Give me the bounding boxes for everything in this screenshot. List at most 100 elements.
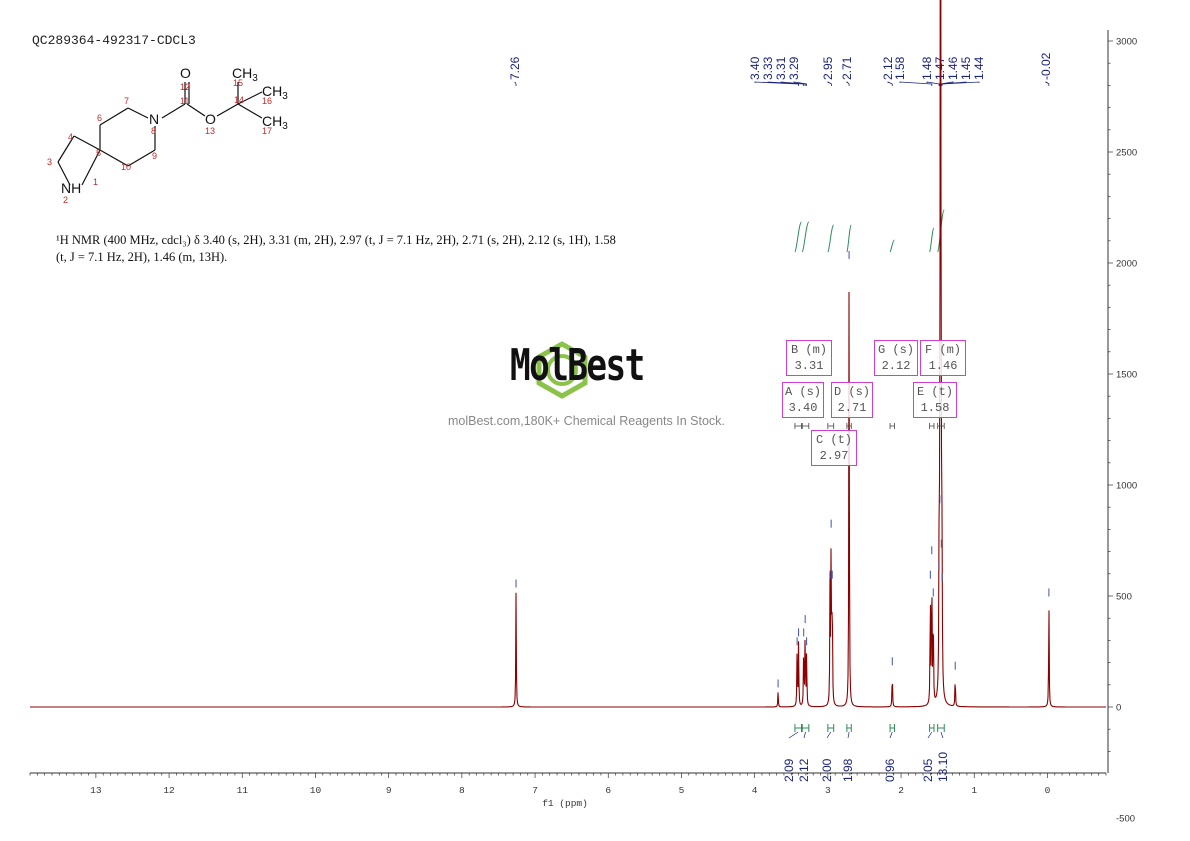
chemical-structure: O N O CH3 CH3 CH3 NH 12 11 8 7 6 4 3 5 1… (47, 65, 288, 205)
multiplet-box-g: G (s) 2.12 (874, 340, 918, 376)
y-tick-label: 1000 (1116, 481, 1137, 492)
x-tick-label: 9 (386, 785, 392, 796)
chart-frame (30, 30, 1109, 774)
integral-value: 2.09 (782, 758, 796, 782)
peak-labels: 7.26 3.40 3.33 3.31 3.29 2.95 2.71 2.121.58 1.48… (508, 52, 1053, 86)
x-tick-label: 12 (163, 785, 175, 796)
peak-label: 1.45 (959, 56, 973, 80)
y-axis: 6000550050004500400035003000250020001500… (1108, 37, 1137, 825)
integral-value: 2.05 (921, 758, 935, 782)
peak-leader (846, 81, 850, 86)
x-tick-label: 7 (532, 785, 538, 796)
integral-leader (803, 731, 806, 739)
svg-text:3: 3 (47, 157, 52, 167)
x-tick-label: 11 (237, 785, 249, 796)
peak-label: 1.48 (920, 56, 934, 80)
svg-text:4: 4 (68, 132, 73, 142)
integral-leader (889, 731, 893, 739)
multiplet-box-e: E (t) 1.58 (913, 382, 957, 418)
svg-text:7: 7 (124, 96, 129, 106)
x-tick-label: 13 (90, 785, 102, 796)
x-axis-label: f1 (ppm) (542, 798, 588, 809)
peak-label: 7.26 (508, 56, 522, 80)
y-tick-label: 2500 (1116, 148, 1137, 159)
x-tick-label: 8 (459, 785, 465, 796)
svg-text:1: 1 (93, 177, 98, 187)
y-tick-label: -500 (1116, 814, 1135, 825)
atom-ch3-17: CH3 (262, 113, 288, 132)
multiplet-box-a: A (s) 3.40 (782, 382, 824, 418)
peak-label: 2.12 (881, 56, 895, 80)
integral-curve (794, 221, 802, 253)
spectrum-trace (30, 0, 1106, 708)
peak-leader (514, 81, 517, 86)
integral-values: 2.09 2.12 2.00 1.98 0.96 2.05 13.10 (782, 423, 950, 782)
integral-curve (846, 224, 852, 253)
svg-text:12: 12 (180, 82, 190, 92)
peak-label: 1.58 (893, 56, 907, 80)
peak-label: 1.44 (972, 56, 986, 80)
integral-curve (827, 224, 835, 253)
atom-n: N (149, 111, 159, 127)
peak-leader (926, 81, 940, 86)
integral-value: 13.10 (936, 752, 950, 782)
integral-curve (929, 227, 935, 253)
sample-id: QC289364-492317-CDCL3 (32, 33, 196, 48)
svg-text:2: 2 (63, 195, 68, 205)
integral-value: 0.96 (883, 758, 897, 782)
integral-leader (940, 731, 944, 739)
integral-leader (788, 731, 799, 739)
peak-label: -0.02 (1039, 52, 1053, 80)
integral-curve (801, 221, 810, 253)
y-tick-label: 500 (1116, 592, 1132, 603)
integral-leader (826, 731, 832, 739)
integral-leader (847, 731, 850, 739)
peak-label: 3.31 (774, 56, 788, 80)
integral-value: 2.12 (797, 758, 811, 782)
svg-text:15: 15 (233, 78, 243, 88)
atom-ch3-15: CH3 (232, 65, 258, 84)
peak-leader (780, 81, 806, 86)
x-axis: 13 12 11 10 9 8 7 6 5 4 3 2 1 0f1 (ppm) (29, 773, 1107, 809)
svg-text:8: 8 (151, 126, 156, 136)
atom-o-carbonyl: O (180, 65, 191, 81)
integral-value: 1.98 (841, 758, 855, 782)
x-tick-label: 3 (825, 785, 831, 796)
peak-leader (899, 81, 933, 86)
svg-text:13: 13 (205, 126, 215, 136)
atom-ch3-16: CH3 (262, 83, 288, 102)
svg-text:11: 11 (180, 96, 189, 106)
molbest-logo-icon (536, 341, 588, 399)
x-tick-label: 2 (898, 785, 904, 796)
atom-nh: NH (61, 180, 81, 196)
multiplet-box-d: D (s) 2.71 (831, 382, 873, 418)
y-tick-label: 0 (1116, 703, 1121, 714)
nmr-description: ¹H NMR (400 MHz, cdcl₃) δ 3.40 (s, 2H), … (56, 233, 616, 264)
x-tick-label: 1 (971, 785, 977, 796)
peak-leader (754, 81, 799, 86)
multiplet-box-b: B (m) 3.31 (786, 340, 832, 376)
multiplet-box-c: C (t) 2.97 (811, 430, 857, 466)
y-tick-label: 2000 (1116, 259, 1137, 270)
peak-label: 2.95 (821, 56, 835, 80)
x-tick-label: 6 (605, 785, 611, 796)
x-tick-label: 5 (679, 785, 685, 796)
peak-leader (767, 81, 805, 86)
svg-text:6: 6 (97, 113, 102, 123)
logo-wordmark: MolBest (510, 340, 645, 391)
svg-text:16: 16 (262, 96, 272, 106)
peak-leader (827, 81, 832, 86)
y-tick-label: 1500 (1116, 370, 1137, 381)
peak-label: 1.46 (946, 56, 960, 80)
integral-curves (794, 100, 945, 253)
peak-label: 2.71 (840, 56, 854, 80)
atom-o-ester: O (205, 111, 216, 127)
spectrum-line (30, 0, 1106, 708)
y-tick-label: 3000 (1116, 37, 1137, 48)
peak-label: 3.33 (761, 56, 775, 80)
multiplet-box-f: F (m) 1.46 (920, 340, 966, 376)
peak-leader (1045, 81, 1050, 86)
svg-text:14: 14 (234, 95, 244, 105)
peak-leader (793, 81, 808, 86)
